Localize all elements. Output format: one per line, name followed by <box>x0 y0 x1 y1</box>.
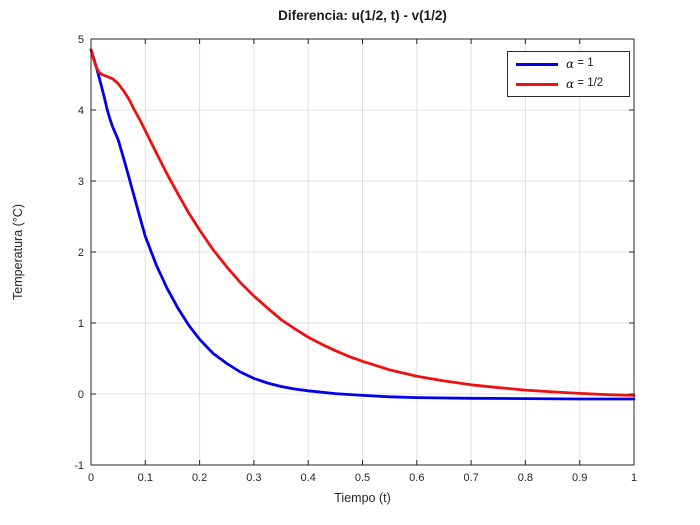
x-tick-label: 0.6 <box>409 472 424 484</box>
legend-entry-label: = 1 <box>574 57 594 70</box>
legend-entry-alpha-half: α = 1/2 <box>516 77 623 92</box>
y-axis-label: Temperatura (°C) <box>11 204 25 300</box>
x-tick-label: 0 <box>88 472 94 484</box>
x-tick-label: 0.8 <box>518 472 533 484</box>
x-tick-label: 0.2 <box>192 472 207 484</box>
series-line-1 <box>89 48 636 397</box>
alpha-symbol: α <box>566 77 575 91</box>
y-tick-label: 5 <box>78 34 84 46</box>
legend: α = 1 α = 1/2 <box>507 51 630 97</box>
series-line-0 <box>89 48 636 401</box>
x-tick-label: 0.3 <box>246 472 261 484</box>
y-tick-label: 0 <box>78 389 84 401</box>
legend-line-red <box>516 82 558 86</box>
x-tick-label: 0.1 <box>138 472 153 484</box>
x-axis-label: Tiempo (t) <box>334 491 391 505</box>
legend-line-blue <box>516 62 558 66</box>
y-tick-label: 1 <box>78 318 84 330</box>
x-tick-label: 0.9 <box>572 472 587 484</box>
x-tick-label: 0.4 <box>301 472 316 484</box>
y-tick-label: -1 <box>74 460 84 472</box>
chart-title: Diferencia: u(1/2, t) - v(1/2) <box>278 8 447 23</box>
y-tick-label: 2 <box>78 247 84 259</box>
legend-entry-label: = 1/2 <box>574 77 604 90</box>
x-tick-label: 1 <box>631 472 637 484</box>
y-tick-label: 3 <box>78 176 84 188</box>
legend-entry-alpha-1: α = 1 <box>516 57 623 72</box>
x-tick-label: 0.7 <box>463 472 478 484</box>
x-tick-label: 0.5 <box>355 472 370 484</box>
alpha-symbol: α <box>566 57 575 71</box>
y-tick-label: 4 <box>78 105 84 117</box>
